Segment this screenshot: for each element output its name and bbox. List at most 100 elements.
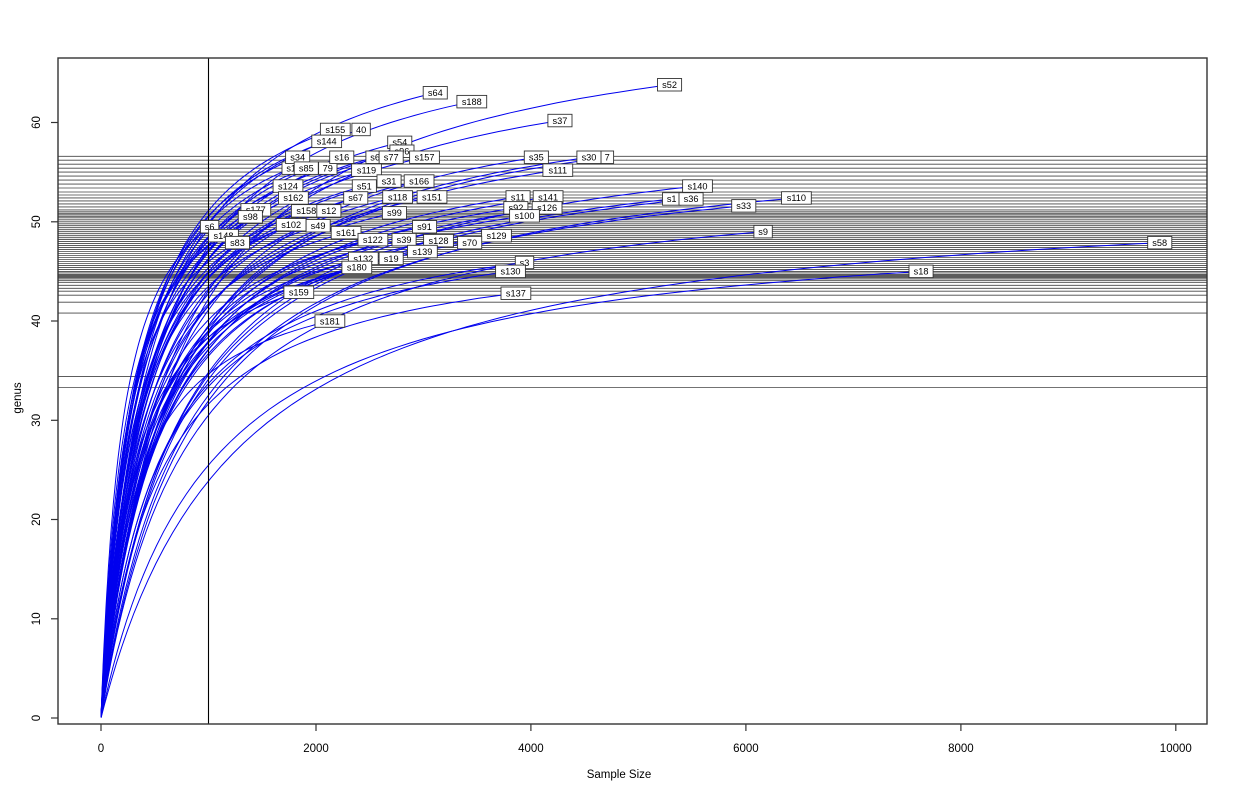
svg-text:s1: s1 <box>286 164 296 174</box>
sample-label: s129 <box>481 228 512 243</box>
svg-text:s1: s1 <box>667 194 677 204</box>
sample-label: s98 <box>237 210 263 224</box>
sample-label: s36 <box>678 192 704 206</box>
sample-label: s161 <box>330 225 362 240</box>
sample-label: s118 <box>382 190 413 204</box>
svg-text:s158: s158 <box>296 206 316 216</box>
sample-label: s34 <box>285 150 311 164</box>
sample-label: s99 <box>381 206 407 220</box>
svg-text:s11: s11 <box>511 192 525 202</box>
svg-text:s83: s83 <box>230 238 245 248</box>
sample-label: s51 <box>351 179 377 193</box>
svg-text:s85: s85 <box>299 164 314 174</box>
svg-text:60: 60 <box>31 116 43 129</box>
sample-label: 79 <box>318 161 338 175</box>
svg-text:6000: 6000 <box>733 743 759 755</box>
sample-label: s1 <box>662 192 682 206</box>
svg-text:s144: s144 <box>317 137 337 147</box>
sample-label: s37 <box>547 113 573 128</box>
sample-label: s155 <box>319 122 351 137</box>
sample-label: s35 <box>523 150 549 164</box>
sample-label: s110 <box>781 191 812 205</box>
svg-text:s129: s129 <box>487 231 507 241</box>
sample-label: s70 <box>457 235 483 250</box>
sample-label: s49 <box>305 219 331 233</box>
svg-text:2000: 2000 <box>303 743 329 755</box>
sample-label: s12 <box>316 204 342 218</box>
sample-label: s67 <box>343 191 369 205</box>
sample-label: s18 <box>908 264 934 279</box>
sample-label: s151 <box>416 190 448 204</box>
svg-text:s151: s151 <box>422 192 442 202</box>
svg-text:s39: s39 <box>397 235 412 245</box>
svg-text:s99: s99 <box>387 208 402 218</box>
svg-text:s119: s119 <box>357 166 376 176</box>
svg-text:s159: s159 <box>289 288 309 298</box>
svg-text:s130: s130 <box>501 267 521 277</box>
svg-text:s49: s49 <box>311 221 326 231</box>
svg-text:s140: s140 <box>688 181 708 191</box>
svg-text:s6: s6 <box>205 222 215 232</box>
svg-text:s137: s137 <box>506 289 526 299</box>
svg-text:s118: s118 <box>388 192 407 202</box>
sample-label: s31 <box>376 174 402 188</box>
sample-label: s137 <box>500 286 532 300</box>
svg-text:s54: s54 <box>392 138 407 148</box>
svg-text:s34: s34 <box>290 153 305 163</box>
svg-text:s126: s126 <box>537 203 557 213</box>
svg-text:79: 79 <box>323 164 333 174</box>
svg-text:s155: s155 <box>325 125 345 135</box>
svg-text:4000: 4000 <box>518 743 544 755</box>
sample-label: s119 <box>351 163 382 177</box>
svg-text:s9: s9 <box>758 227 768 237</box>
svg-text:s91: s91 <box>417 222 432 232</box>
sample-label: s19 <box>378 251 404 266</box>
sample-label: s111 <box>542 163 574 177</box>
svg-text:50: 50 <box>31 215 43 228</box>
svg-text:7: 7 <box>605 153 610 163</box>
svg-text:s188: s188 <box>462 97 482 107</box>
sample-label: s124 <box>272 179 304 193</box>
svg-text:0: 0 <box>98 743 104 755</box>
sample-label: s33 <box>731 199 757 213</box>
svg-text:s110: s110 <box>787 193 806 203</box>
svg-text:s180: s180 <box>347 263 367 273</box>
sample-label: s157 <box>409 150 440 164</box>
svg-text:s166: s166 <box>409 176 429 186</box>
sample-label: s162 <box>278 191 309 205</box>
svg-text:30: 30 <box>31 414 43 427</box>
svg-text:40: 40 <box>356 125 366 135</box>
svg-text:s36: s36 <box>684 194 699 204</box>
svg-text:s132: s132 <box>353 254 373 264</box>
sample-label: s9 <box>753 224 773 239</box>
svg-text:s70: s70 <box>462 238 477 248</box>
svg-text:s6: s6 <box>370 153 380 163</box>
sample-label: 7 <box>600 150 615 164</box>
svg-text:s30: s30 <box>582 153 597 163</box>
svg-text:s52: s52 <box>662 80 677 90</box>
svg-text:s141: s141 <box>538 192 558 202</box>
svg-text:s19: s19 <box>384 254 399 264</box>
svg-text:s16: s16 <box>334 153 349 163</box>
svg-text:s148: s148 <box>214 231 234 241</box>
svg-text:s12: s12 <box>321 206 336 216</box>
svg-text:s37: s37 <box>552 116 567 126</box>
sample-label: s58 <box>1147 235 1173 250</box>
sample-label: s130 <box>495 264 526 279</box>
sample-label: s144 <box>311 134 343 149</box>
svg-text:s18: s18 <box>914 267 929 277</box>
svg-text:s181: s181 <box>320 316 340 326</box>
sample-label: s181 <box>314 314 346 328</box>
svg-text:s51: s51 <box>357 181 372 191</box>
sample-label: s140 <box>682 179 713 193</box>
sample-label: s64 <box>422 86 448 100</box>
y-axis-title: genus <box>12 382 24 414</box>
svg-text:0: 0 <box>31 715 43 721</box>
svg-text:s157: s157 <box>415 153 435 163</box>
sample-label: s188 <box>456 94 488 109</box>
svg-text:s77: s77 <box>384 153 399 163</box>
sample-label: s91 <box>412 220 438 234</box>
sample-label: s122 <box>357 232 389 247</box>
sample-label: s139 <box>407 244 438 259</box>
